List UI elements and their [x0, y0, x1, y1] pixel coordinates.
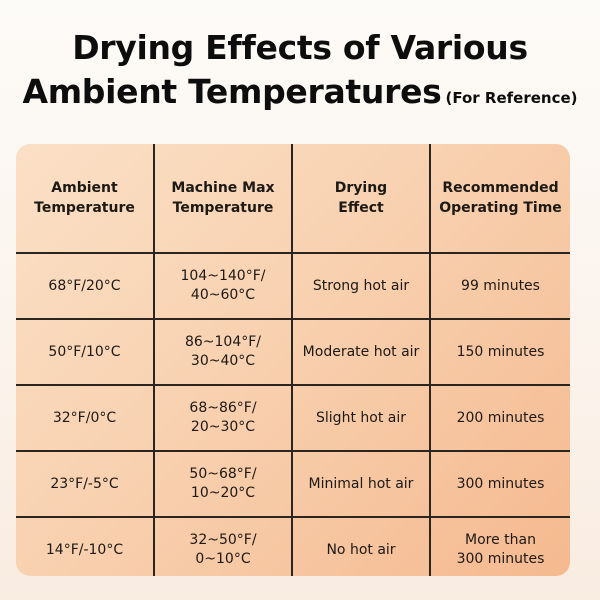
table-header-row: Ambient Temperature Machine Max Temperat… — [16, 144, 570, 254]
cell-machine-max-c: 30~40°C — [190, 353, 256, 369]
cell-ambient: 50°F/10°C — [16, 318, 155, 386]
cell-operating-time: 300 minutes — [429, 450, 570, 518]
cell-machine-max-c: 0~10°C — [195, 551, 251, 567]
header-effect-line-2: Effect — [338, 200, 384, 216]
header-effect-line-1: Drying — [334, 180, 388, 196]
header-ambient-line-2: Temperature — [34, 200, 135, 216]
title-line-2: Ambient Temperatures (For Reference) — [0, 70, 600, 120]
title-note: (For Reference) — [445, 89, 578, 107]
table-row: 68°F/20°C 104~140°F/ 40~60°C Strong hot … — [16, 252, 570, 320]
header-machine-line-1: Machine Max — [171, 180, 275, 196]
cell-ambient: 14°F/-10°C — [16, 516, 155, 576]
header-machine-line-2: Temperature — [172, 200, 274, 216]
table-row: 23°F/-5°C 50~68°F/ 10~20°C Minimal hot a… — [16, 450, 570, 518]
cell-ambient: 68°F/20°C — [16, 252, 155, 320]
table-row: 50°F/10°C 86~104°F/ 30~40°C Moderate hot… — [16, 318, 570, 386]
cell-machine-max-c: 10~20°C — [190, 485, 256, 501]
cell-machine-max: 86~104°F/ 30~40°C — [153, 318, 293, 386]
cell-machine-max-f: 50~68°F/ — [189, 466, 257, 482]
cell-operating-time: More than 300 minutes — [429, 516, 570, 576]
header-time-line-1: Recommended — [442, 180, 559, 196]
header-drying-effect: Drying Effect — [291, 144, 431, 254]
cell-operating-time: 99 minutes — [429, 252, 570, 320]
cell-machine-max: 68~86°F/ 20~30°C — [153, 384, 293, 452]
cell-machine-max: 104~140°F/ 40~60°C — [153, 252, 293, 320]
table-row: 32°F/0°C 68~86°F/ 20~30°C Slight hot air… — [16, 384, 570, 452]
drying-effects-table-card: Ambient Temperature Machine Max Temperat… — [16, 144, 570, 576]
cell-operating-time-line-2: 300 minutes — [456, 551, 545, 567]
cell-ambient: 32°F/0°C — [16, 384, 155, 452]
header-time-line-2: Operating Time — [439, 200, 562, 216]
cell-operating-time: 200 minutes — [429, 384, 570, 452]
cell-operating-time-line-1: More than — [465, 532, 536, 548]
cell-drying-effect: No hot air — [291, 516, 431, 576]
cell-machine-max-c: 40~60°C — [190, 287, 256, 303]
cell-drying-effect: Strong hot air — [291, 252, 431, 320]
cell-drying-effect: Moderate hot air — [291, 318, 431, 386]
cell-ambient: 23°F/-5°C — [16, 450, 155, 518]
cell-machine-max-f: 86~104°F/ — [184, 334, 262, 350]
cell-operating-time-text: 300 minutes — [456, 475, 545, 492]
table-row: 14°F/-10°C 32~50°F/ 0~10°C No hot air Mo… — [16, 516, 570, 576]
header-machine-max-temperature: Machine Max Temperature — [153, 144, 293, 254]
cell-operating-time-text: 99 minutes — [461, 277, 540, 294]
cell-machine-max-c: 20~30°C — [190, 419, 256, 435]
cell-machine-max: 32~50°F/ 0~10°C — [153, 516, 293, 576]
cell-machine-max-f: 32~50°F/ — [189, 532, 257, 548]
cell-machine-max-f: 104~140°F/ — [180, 268, 266, 284]
header-recommended-operating-time: Recommended Operating Time — [429, 144, 570, 254]
cell-machine-max: 50~68°F/ 10~20°C — [153, 450, 293, 518]
cell-drying-effect: Minimal hot air — [291, 450, 431, 518]
title-line-2-text: Ambient Temperatures — [22, 72, 442, 111]
cell-drying-effect: Slight hot air — [291, 384, 431, 452]
cell-machine-max-f: 68~86°F/ — [189, 400, 257, 416]
drying-effects-table: Ambient Temperature Machine Max Temperat… — [16, 144, 570, 576]
title-line-1: Drying Effects of Various — [72, 28, 528, 67]
header-ambient-line-1: Ambient — [51, 180, 118, 196]
cell-operating-time: 150 minutes — [429, 318, 570, 386]
cell-operating-time-text: 200 minutes — [456, 409, 545, 426]
cell-operating-time-text: 150 minutes — [456, 343, 545, 360]
page-title: Drying Effects of Various Ambient Temper… — [0, 26, 600, 120]
header-ambient-temperature: Ambient Temperature — [16, 144, 155, 254]
